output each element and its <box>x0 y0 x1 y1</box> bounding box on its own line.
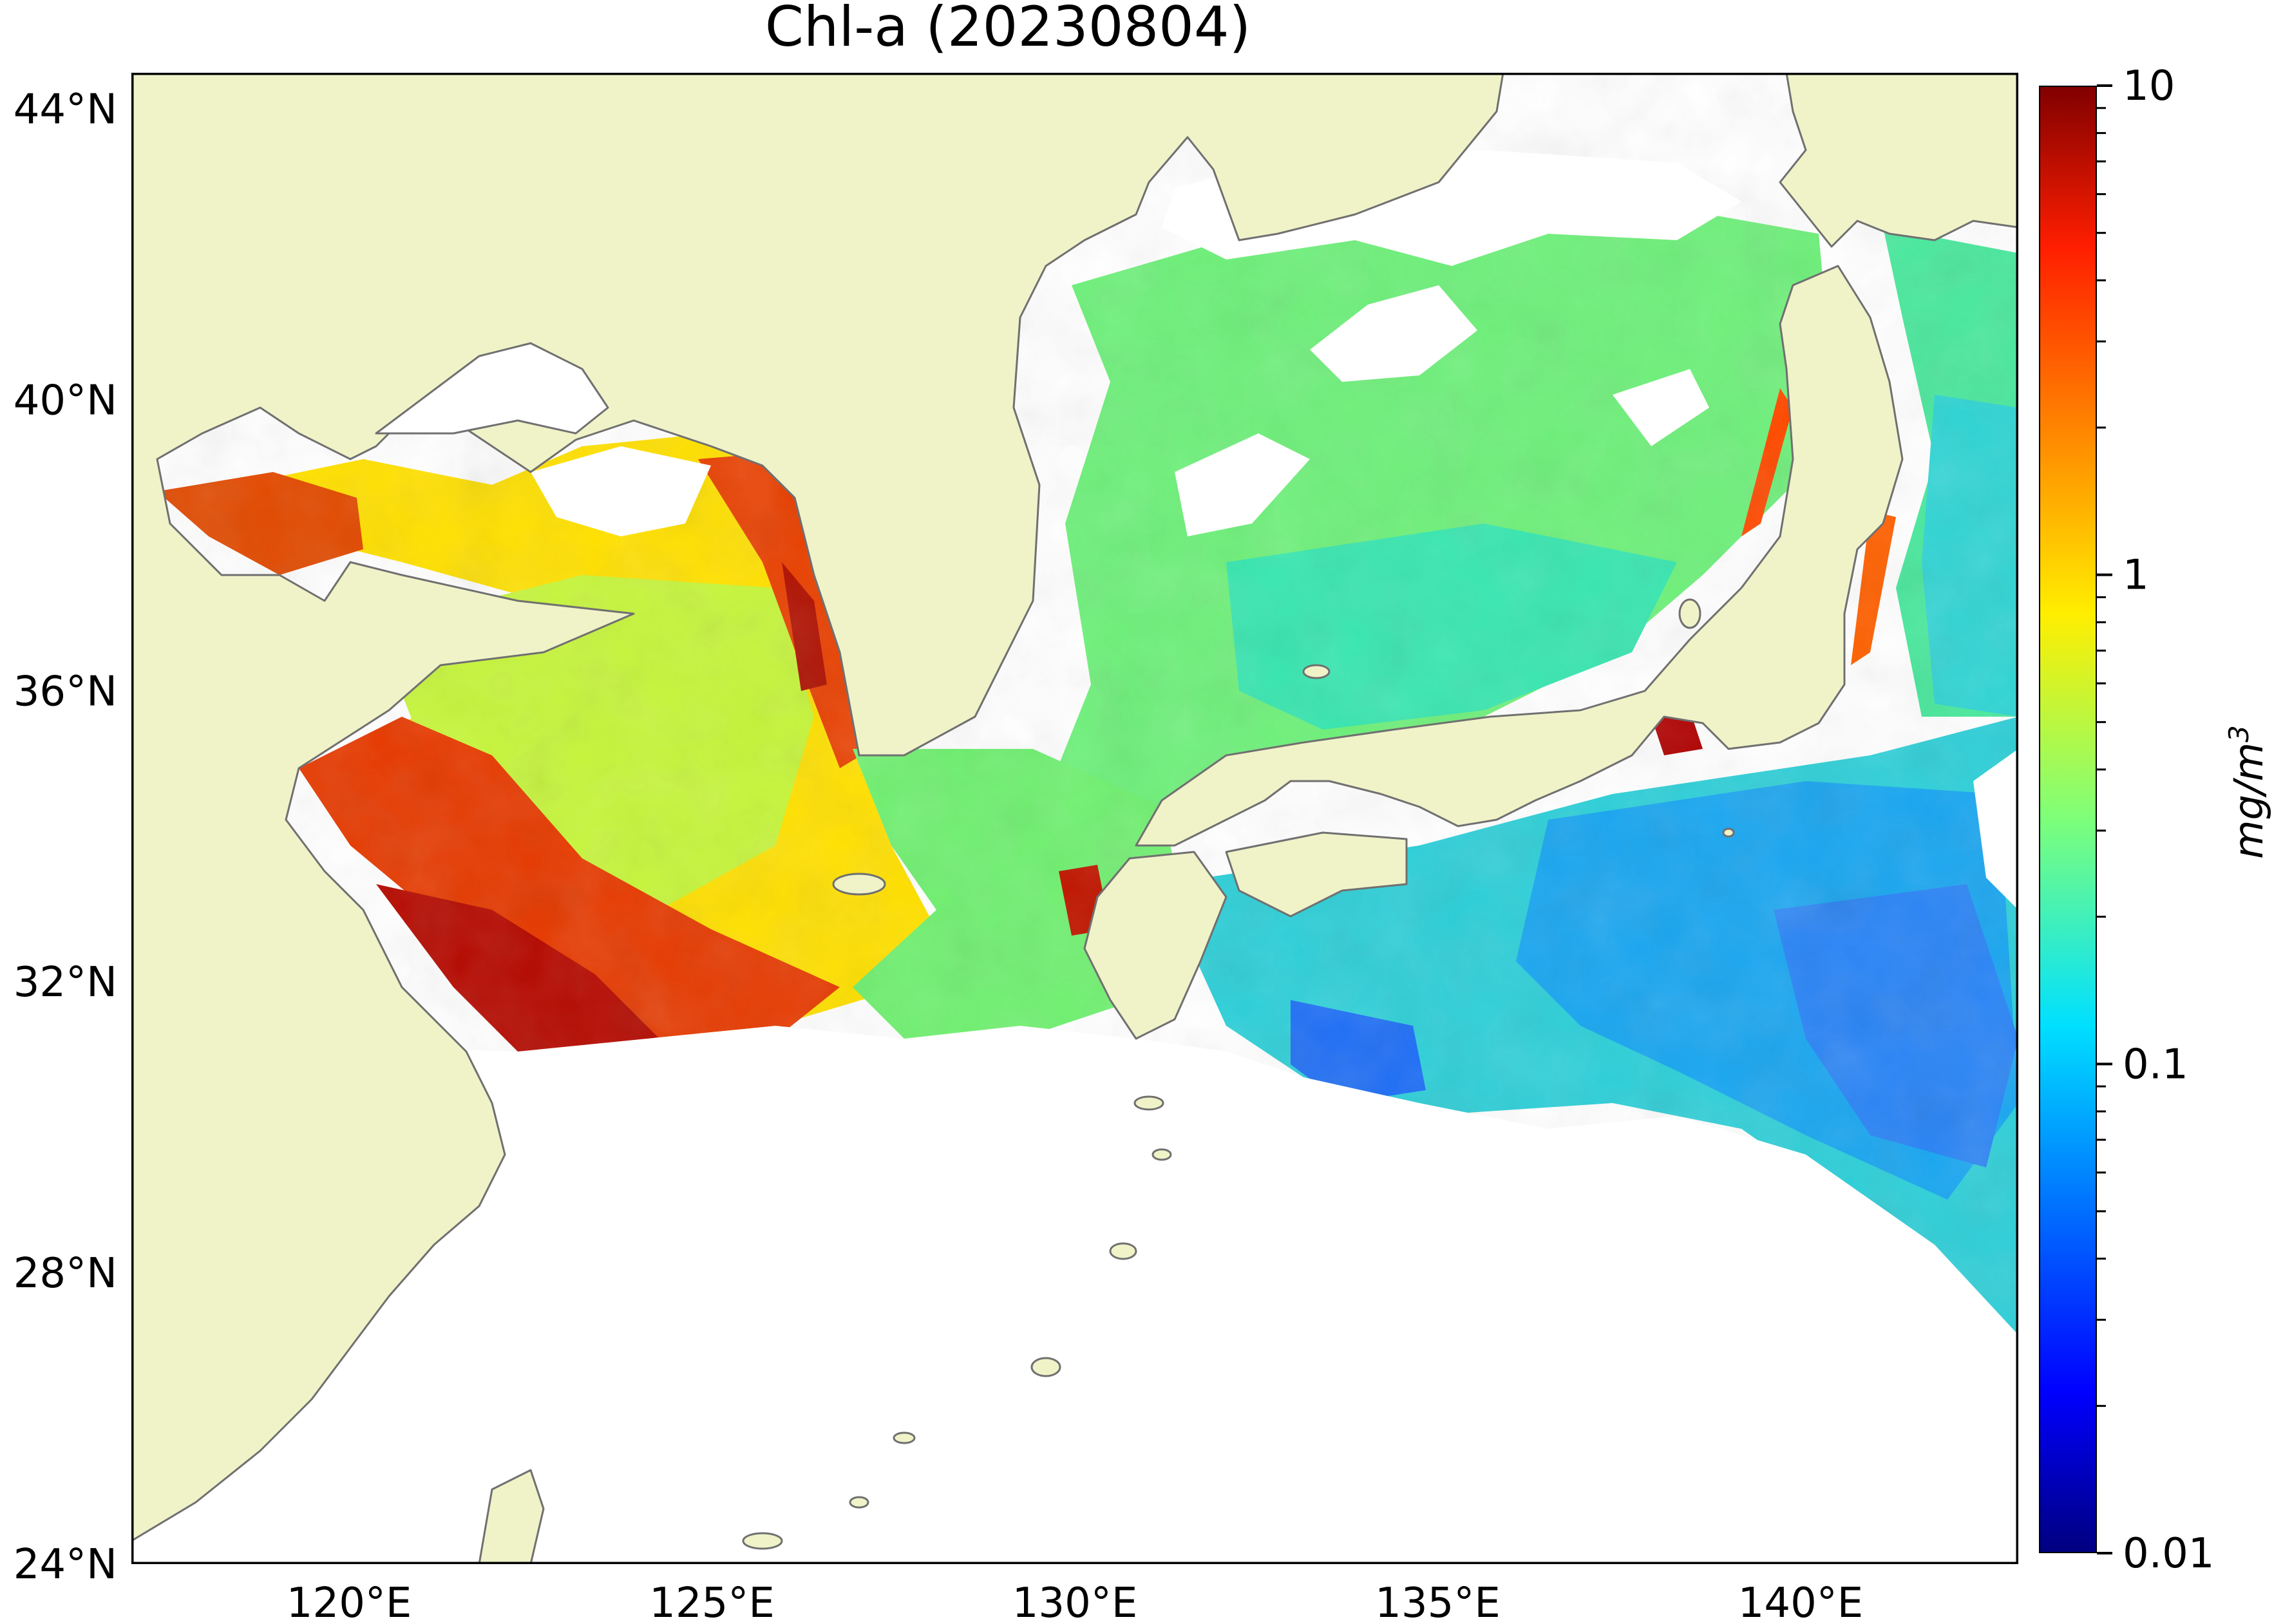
lat-tick-label: 28°N <box>14 1250 117 1298</box>
land-shikoku <box>1225 831 1408 918</box>
lat-tick-label: 32°N <box>14 959 117 1006</box>
lon-tick-label: 135°E <box>1375 1580 1501 1624</box>
colorbar-unit-label: mg/m3 <box>2223 725 2272 859</box>
lat-tick-label: 44°N <box>14 86 117 133</box>
map-border <box>131 73 2018 1564</box>
map-title: Chl-a (20230804) <box>764 0 1251 59</box>
lat-tick-label: 24°N <box>14 1541 117 1589</box>
lon-tick-label: 140°E <box>1738 1580 1864 1624</box>
lon-tick-label: 130°E <box>1012 1580 1138 1624</box>
lat-tick-label: 36°N <box>14 668 117 715</box>
land-asia-mainland <box>131 73 1504 1542</box>
land-hokkaido <box>1779 73 2018 248</box>
colorbar-gradient <box>2039 86 2097 1553</box>
land-taiwan <box>478 1469 545 1564</box>
lat-tick-label: 40°N <box>14 377 117 424</box>
colorbar-tick-label: 10 <box>2123 62 2175 110</box>
land <box>131 73 2018 1564</box>
land-honshu <box>1135 265 1904 847</box>
colorbar <box>2039 86 2097 1553</box>
colorbar-tick-label: 0.1 <box>2123 1041 2188 1088</box>
land-jeju <box>832 873 886 896</box>
colorbar-tick-label: 0.01 <box>2123 1530 2215 1578</box>
colorbar-tick-label: 1 <box>2123 552 2149 600</box>
lon-tick-label: 125°E <box>649 1580 775 1624</box>
lon-tick-label: 120°E <box>287 1580 412 1624</box>
map-frame <box>131 73 2018 1564</box>
land-kyushu <box>1083 851 1227 1040</box>
